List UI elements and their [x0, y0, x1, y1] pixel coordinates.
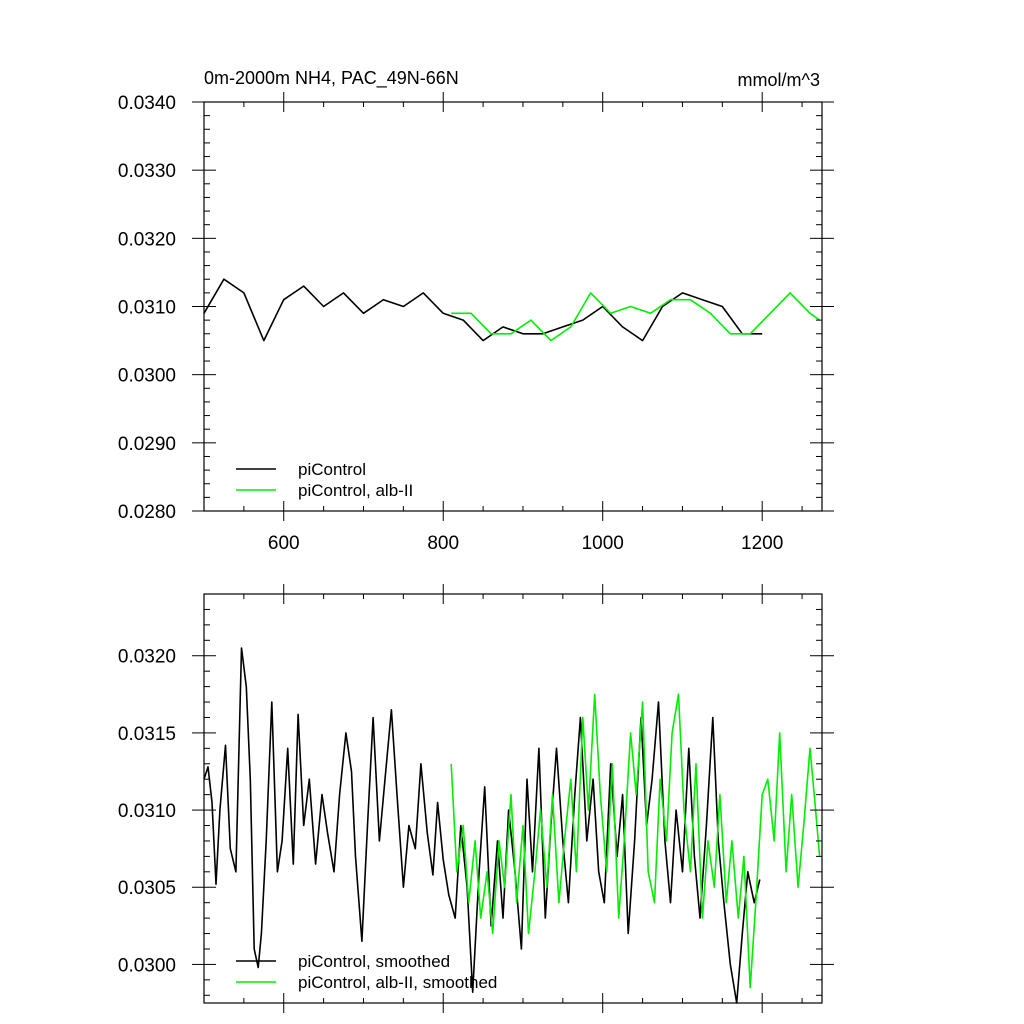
- x-tick-label: 1200: [741, 533, 783, 554]
- y-tick-label: 0.0330: [118, 161, 176, 182]
- legend-bottom: piControl, smoothed piControl, alb-II, s…: [236, 952, 497, 992]
- series-line-top-0: [203, 278, 763, 342]
- series-line-top-1: [451, 292, 821, 342]
- chart-panel-top: 0m-2000m NH4, PAC_49N-66N mmol/m^3 600 80…: [118, 68, 834, 554]
- chart-title: 0m-2000m NH4, PAC_49N-66N: [204, 68, 459, 89]
- y-tick-label: 0.0310: [118, 298, 176, 319]
- series-line-bottom-1: [450, 693, 821, 989]
- y-tick-label: 0.0340: [118, 93, 176, 114]
- y-tick-label: 0.0310: [118, 801, 176, 822]
- chart-units: mmol/m^3: [738, 70, 820, 90]
- axis-layer-bottom: 0.0300 0.0305 0.0310 0.0315 0.0320: [118, 584, 834, 1013]
- series-layer-bottom: [203, 647, 821, 1004]
- plot-frame-bottom: [203, 593, 823, 1004]
- x-tick-label: 800: [427, 533, 459, 554]
- legend-label-alb-ii-smoothed: piControl, alb-II, smoothed: [298, 973, 497, 992]
- y-tick-label: 0.0315: [118, 724, 176, 745]
- legend-label-alb-ii: piControl, alb-II: [298, 481, 413, 500]
- axis-layer-top: 600 800 1000 1200 0.0280 0.0290 0.0300 0.0310 0.…: [118, 92, 834, 554]
- y-tick-label: 0.0320: [118, 229, 176, 250]
- x-tick-label: 600: [268, 533, 300, 554]
- y-tick-label: 0.0280: [118, 502, 176, 523]
- legend-top: piControl piControl, alb-II: [236, 460, 413, 500]
- legend-label-picontrol: piControl: [298, 460, 366, 479]
- series-layer-top: [203, 278, 821, 342]
- y-tick-label: 0.0300: [118, 955, 176, 976]
- y-tick-label: 0.0290: [118, 434, 176, 455]
- x-tick-label: 1000: [582, 533, 624, 554]
- legend-label-picontrol-smoothed: piControl, smoothed: [298, 952, 450, 971]
- y-tick-label: 0.0320: [118, 647, 176, 668]
- chart-panel-bottom: 0.0300 0.0305 0.0310 0.0315 0.0320 piControl…: [118, 584, 834, 1013]
- y-tick-label: 0.0305: [118, 878, 176, 899]
- y-tick-label: 0.0300: [118, 366, 176, 387]
